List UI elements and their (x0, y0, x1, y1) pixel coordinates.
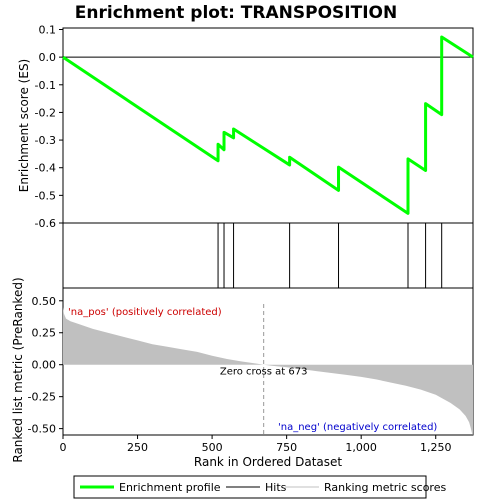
es-y-tick-label: -0.5 (35, 189, 56, 202)
chart-title: Enrichment plot: TRANSPOSITION (75, 3, 397, 23)
legend-label-enrichment-profile: Enrichment profile (119, 481, 221, 494)
es-y-tick-label: -0.6 (35, 217, 56, 230)
x-axis-ticks: 0 250 500 750 1,000 1,250 (60, 435, 452, 454)
ranking-metric-area (63, 307, 473, 435)
legend-label-hits: Hits (265, 481, 287, 494)
es-y-tick-label: -0.2 (35, 106, 56, 119)
hits-panel (62, 222, 474, 289)
metric-y-tick-label: 0.00 (32, 359, 57, 372)
zero-cross-label: Zero cross at 673 (220, 367, 308, 378)
metric-panel-frame (62, 287, 474, 436)
x-axis-label: Rank in Ordered Dataset (194, 455, 342, 469)
legend-label-ranking-metric-scores: Ranking metric scores (324, 481, 446, 494)
x-tick-label: 1,000 (345, 441, 377, 454)
es-y-axis-label: Enrichment score (ES) (17, 59, 31, 192)
hit-lines (217, 223, 443, 288)
x-tick-label: 0 (60, 441, 67, 454)
es-y-tick-label: 0.1 (39, 24, 57, 37)
es-y-tick-label: -0.1 (35, 79, 56, 92)
es-y-tick-label: -0.4 (35, 162, 56, 175)
metric-y-tick-label: 0.25 (32, 327, 57, 340)
es-y-ticks: 0.1 0.0 -0.1 -0.2 -0.3 -0.4 -0.5 -0.6 (35, 24, 63, 230)
metric-y-ticks: 0.50 0.25 0.00 -0.25 -0.50 (28, 295, 63, 436)
es-y-tick-label: 0.0 (39, 51, 57, 64)
es-panel: 0.1 0.0 -0.1 -0.2 -0.3 -0.4 -0.5 -0.6 Enrichmen… (17, 24, 474, 230)
x-tick-label: 1,250 (420, 441, 452, 454)
positive-correlation-label: 'na_pos' (positively correlated) (68, 307, 222, 318)
hits-panel-frame (62, 222, 474, 289)
metric-y-tick-label: 0.50 (32, 295, 57, 308)
es-panel-frame (62, 27, 474, 224)
x-tick-label: 500 (202, 441, 223, 454)
metric-y-axis-label: Ranked list metric (PreRanked) (11, 277, 25, 462)
negative-correlation-label: 'na_neg' (negatively correlated) (278, 422, 437, 433)
x-tick-label: 750 (276, 441, 297, 454)
metric-panel: Zero cross at 673 'na_pos' (positively c… (11, 277, 474, 463)
es-y-tick-label: -0.3 (35, 134, 56, 147)
x-tick-label: 250 (127, 441, 148, 454)
metric-y-tick-label: -0.50 (28, 423, 56, 436)
legend: Enrichment profile Hits Ranking metric s… (73, 475, 446, 499)
enrichment-profile-line (62, 35, 474, 215)
metric-y-tick-label: -0.25 (28, 391, 56, 404)
